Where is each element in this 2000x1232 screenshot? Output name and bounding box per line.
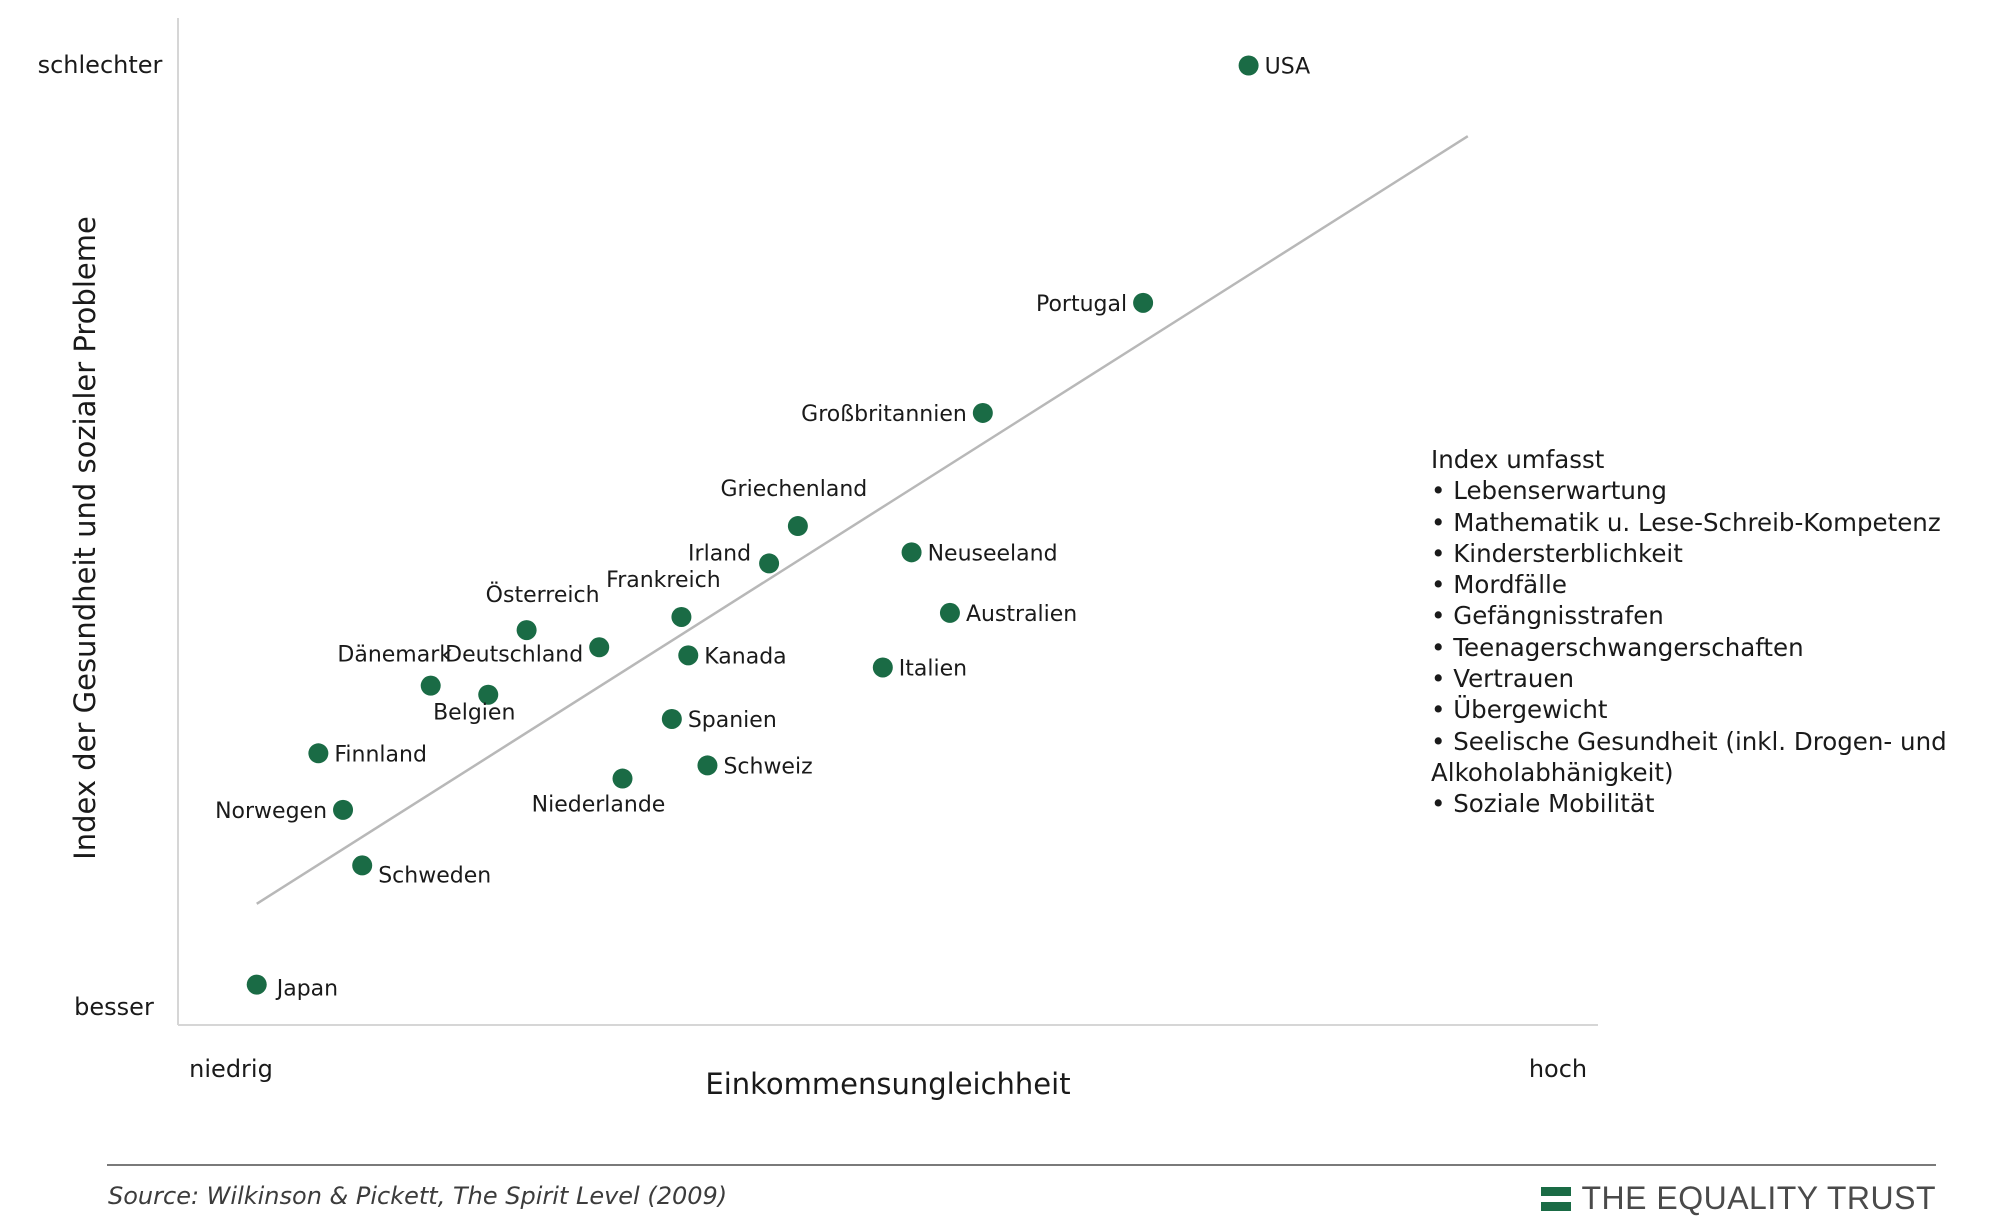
- point-label: Japan: [275, 977, 338, 1002]
- info-item: • Übergewicht: [1431, 695, 1608, 725]
- point-label: Portugal: [1036, 292, 1127, 317]
- data-point: [516, 620, 537, 641]
- info-title: Index umfasst: [1431, 445, 1605, 474]
- data-point: [420, 675, 441, 696]
- point-label: Belgien: [433, 701, 515, 726]
- brand-logo: THE EQUALITY TRUST: [1541, 1180, 1936, 1217]
- data-point: [478, 684, 499, 705]
- info-item: • Teenagerschwangerschaften: [1431, 632, 1804, 662]
- point-label: Schweden: [378, 863, 491, 888]
- data-point: [308, 743, 329, 764]
- index-info-box: Index umfasst • Lebenserwartung • Mathem…: [1431, 444, 1991, 820]
- point-label: Kanada: [704, 644, 786, 669]
- point-label: Neuseeland: [928, 541, 1058, 566]
- info-item: • Soziale Mobilität: [1431, 789, 1655, 819]
- data-point: [872, 657, 893, 678]
- point-label: Großbritannien: [801, 402, 967, 427]
- point-label: Österreich: [486, 582, 600, 608]
- data-point: [939, 602, 960, 623]
- data-point: [661, 708, 682, 729]
- info-item: • Gefängnisstrafen: [1431, 601, 1664, 631]
- data-point: [333, 799, 354, 820]
- data-point: [246, 974, 267, 995]
- info-item: • Vertrauen: [1431, 664, 1575, 694]
- data-point: [352, 855, 373, 876]
- point-label: Irland: [688, 541, 751, 566]
- data-point: [678, 645, 699, 666]
- trend-line: [256, 135, 1469, 905]
- point-label: Norwegen: [215, 799, 327, 824]
- brand-name: THE EQUALITY TRUST: [1581, 1180, 1936, 1216]
- info-item: • Mathematik u. Lese-Schreib-Kompetenz: [1431, 507, 1941, 537]
- point-label: Spanien: [688, 708, 777, 733]
- data-point: [697, 755, 718, 776]
- x-axis-low-label: niedrig: [189, 1055, 273, 1083]
- point-label: Finnland: [334, 742, 427, 767]
- footer-divider: [107, 1164, 1936, 1166]
- x-axis-high-label: hoch: [1529, 1055, 1587, 1083]
- info-item: • Kindersterblichkeit: [1431, 538, 1683, 568]
- x-axis-title: Einkommensungleichheit: [705, 1067, 1070, 1101]
- equality-trust-logo-icon: [1541, 1186, 1572, 1211]
- y-axis-high-label: schlechter: [38, 51, 163, 79]
- y-axis-low-label: besser: [74, 993, 154, 1021]
- data-point: [1133, 292, 1154, 313]
- info-item: • Mordfälle: [1431, 570, 1567, 600]
- point-label: Deutschland: [445, 642, 583, 667]
- info-item: • Lebenserwartung: [1431, 476, 1667, 506]
- data-points: USA Portugal Großbritannien Griechenland Irl…: [215, 55, 1310, 1002]
- source-citation: Source: Wilkinson & Pickett, The Spirit …: [108, 1182, 728, 1210]
- point-label: Schweiz: [723, 754, 812, 779]
- data-point: [901, 542, 922, 563]
- data-point: [612, 768, 633, 789]
- data-point: [972, 402, 993, 423]
- y-axis-title: Index der Gesundheit und sozialer Proble…: [68, 216, 102, 860]
- point-label: Australien: [966, 602, 1077, 627]
- data-point: [759, 553, 780, 574]
- point-label: Frankreich: [606, 568, 721, 593]
- data-point: [589, 637, 610, 658]
- data-point: [671, 606, 692, 627]
- point-label: Italien: [899, 656, 967, 681]
- info-item: • Seelische Gesundheit (inkl. Drogen- un…: [1431, 726, 1947, 787]
- point-label: Griechenland: [720, 477, 867, 502]
- data-point: [787, 516, 808, 537]
- point-label: Dänemark: [337, 643, 452, 668]
- point-label: USA: [1265, 55, 1311, 80]
- data-point: [1238, 55, 1259, 76]
- point-label: Niederlande: [532, 793, 666, 818]
